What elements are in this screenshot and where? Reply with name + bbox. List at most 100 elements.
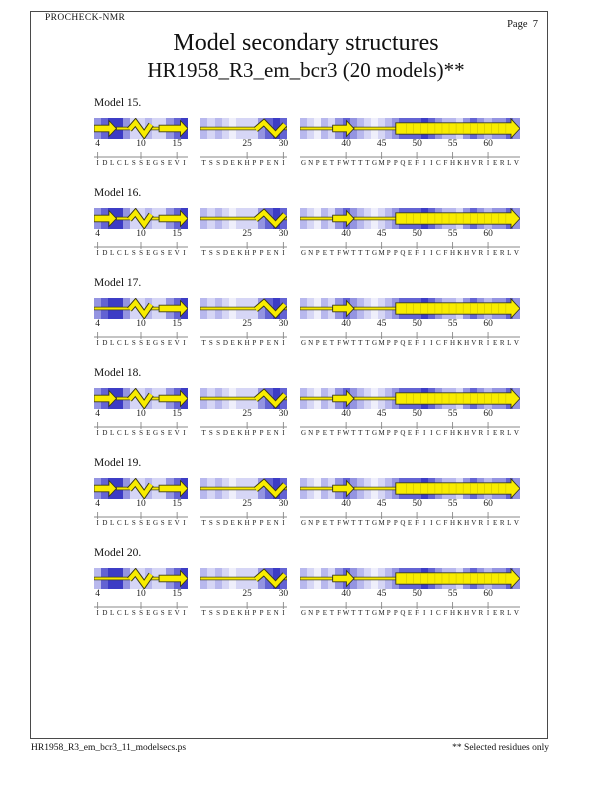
residue-letter: T bbox=[365, 519, 370, 527]
residue-letter: V bbox=[513, 159, 519, 167]
tick-label: 55 bbox=[447, 229, 458, 239]
residue-letter: L bbox=[124, 249, 129, 257]
structure-overlay bbox=[94, 568, 188, 589]
helix-zigzag bbox=[254, 569, 287, 588]
residue-letter: N bbox=[273, 519, 279, 527]
residue-letter: T bbox=[358, 429, 363, 437]
residue-letter: P bbox=[386, 519, 391, 527]
residue-letter: D bbox=[102, 339, 108, 347]
axis-line bbox=[200, 332, 287, 339]
residue-letter: E bbox=[407, 609, 413, 617]
residue-letter: I bbox=[96, 609, 99, 617]
tick-label: 45 bbox=[376, 499, 387, 509]
residue-letter: G bbox=[301, 159, 307, 167]
residue-letter: P bbox=[252, 159, 257, 167]
residue-letter: N bbox=[273, 339, 279, 347]
band-cell bbox=[272, 388, 280, 409]
residue-letter: D bbox=[222, 159, 228, 167]
residue-letter: P bbox=[259, 519, 264, 527]
residue-letter: E bbox=[230, 159, 235, 167]
tick-label: 60 bbox=[483, 229, 493, 239]
residue-letter: F bbox=[337, 429, 341, 437]
model-label: Model 20. bbox=[94, 547, 142, 559]
residue-letter: I bbox=[422, 609, 426, 617]
segment: 40 45 50 55 60 G N P E T F W T T T G M P P Q E F I I C F H K H V R I E R L… bbox=[300, 298, 520, 354]
residue-letter: H bbox=[449, 429, 456, 437]
residue-letter: S bbox=[131, 339, 136, 347]
residue-letter: W bbox=[342, 249, 350, 257]
residue-letter: R bbox=[478, 519, 484, 527]
residue-letter: S bbox=[208, 429, 213, 437]
tick-label: 40 bbox=[341, 589, 351, 599]
residue-letter: C bbox=[116, 339, 122, 347]
segment: 40 45 50 55 60 G N P E T F W T T T G M P P Q E F I I C F H K H V R I E R L… bbox=[300, 118, 520, 174]
tick-label: 4 bbox=[95, 139, 100, 149]
residue-letter: N bbox=[308, 609, 314, 617]
residue-letter: V bbox=[513, 609, 519, 617]
residue-letter: I bbox=[183, 159, 186, 167]
model-label: Model 15. bbox=[94, 97, 142, 109]
residue-letter: D bbox=[222, 609, 228, 617]
structure-overlay bbox=[300, 298, 520, 319]
residue-letter: S bbox=[216, 519, 221, 527]
residue-letter: I bbox=[486, 429, 490, 437]
helix-zigzag bbox=[254, 479, 287, 498]
residue-letter: T bbox=[201, 519, 206, 527]
residue-letter: H bbox=[449, 339, 456, 347]
residue-letter: H bbox=[464, 519, 470, 527]
residue-letter: H bbox=[464, 609, 470, 617]
residue-letter: T bbox=[351, 429, 356, 437]
residue-letter: N bbox=[273, 609, 279, 617]
coil-line bbox=[200, 216, 257, 221]
tick-label: 50 bbox=[412, 499, 422, 509]
residue-letter: I bbox=[430, 339, 433, 347]
residue-letter: F bbox=[443, 429, 448, 437]
residue-letter: L bbox=[124, 519, 129, 527]
tick-label: 15 bbox=[172, 229, 182, 239]
residue-letter: V bbox=[471, 519, 477, 527]
segment: 4 10 15 I D L C L S S E G S E V I bbox=[94, 568, 189, 624]
helix-zigzag bbox=[127, 119, 153, 139]
residue-letter: K bbox=[237, 159, 243, 167]
tick-label: 45 bbox=[376, 139, 387, 149]
page-number: Page 7 bbox=[507, 19, 538, 30]
residue-letter: N bbox=[308, 249, 314, 257]
residue-letter: F bbox=[443, 159, 448, 167]
residue-letter: D bbox=[222, 429, 228, 437]
residue-letter: G bbox=[152, 429, 159, 437]
residue-letter: T bbox=[329, 429, 335, 437]
axis-line bbox=[300, 332, 520, 339]
strand-arrow bbox=[332, 569, 355, 588]
residue-letter: P bbox=[386, 159, 391, 167]
residue-letter: S bbox=[160, 249, 165, 257]
residue-letter: T bbox=[329, 159, 335, 167]
structure-overlay bbox=[200, 388, 287, 409]
residue-letter: I bbox=[486, 519, 490, 527]
footer-filename: HR1958_R3_em_bcr3_11_modelsecs.ps bbox=[31, 743, 187, 753]
segment: 25 30 T S S D E K H P P E N I bbox=[200, 478, 288, 534]
residue-letter: G bbox=[371, 609, 378, 617]
residue-letter: L bbox=[507, 519, 512, 527]
residue-letter: I bbox=[96, 429, 99, 437]
residue-letter: E bbox=[322, 429, 327, 437]
segment: 40 45 50 55 60 G N P E T F W T T T G M P P Q E F I I C F H K H V R I E R L… bbox=[300, 388, 520, 444]
tick-label: 25 bbox=[242, 499, 252, 509]
residue-letter: I bbox=[282, 519, 285, 527]
residue-letter: T bbox=[201, 339, 206, 347]
residue-letter: P bbox=[393, 609, 398, 617]
residue-letter: P bbox=[315, 159, 320, 167]
residue-letter: S bbox=[139, 429, 143, 437]
strand-arrow bbox=[94, 209, 118, 228]
residue-letter: W bbox=[342, 159, 350, 167]
residue-letter: E bbox=[492, 159, 498, 167]
structure-overlay bbox=[300, 208, 520, 229]
strand-arrow bbox=[332, 209, 355, 228]
residue-letter: F bbox=[337, 519, 341, 527]
residue-letter: S bbox=[160, 609, 165, 617]
residue-letter: S bbox=[208, 609, 213, 617]
